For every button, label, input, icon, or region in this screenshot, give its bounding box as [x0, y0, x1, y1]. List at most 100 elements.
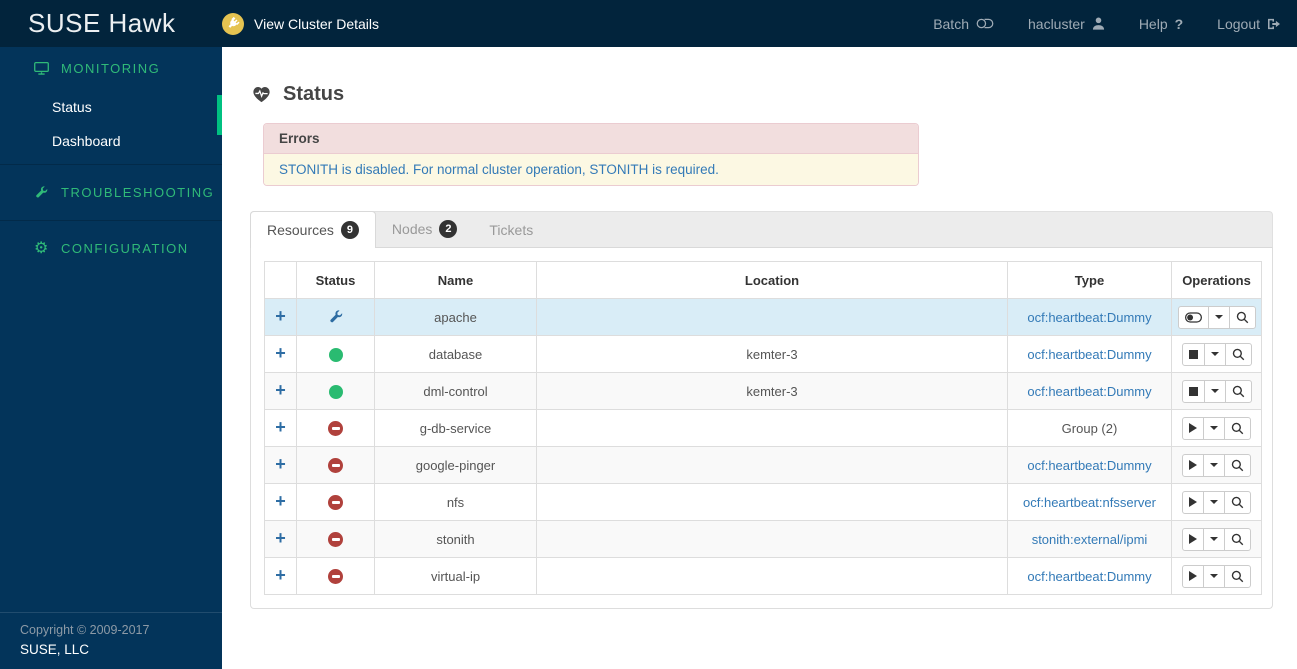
sidebar-item-monitoring[interactable]: MONITORING: [0, 47, 222, 90]
resource-location: kemter-3: [536, 335, 1008, 373]
dropdown-toggle-button[interactable]: [1203, 379, 1226, 403]
details-button[interactable]: [1224, 527, 1251, 551]
configuration-label: CONFIGURATION: [61, 241, 189, 256]
resource-name: database: [374, 335, 537, 373]
resource-action-button[interactable]: [1182, 490, 1204, 514]
tab-tickets[interactable]: Tickets: [473, 213, 549, 247]
details-button[interactable]: [1224, 564, 1251, 588]
sidebar-group-monitoring: MONITORING Status Dashboard: [0, 47, 222, 165]
monitoring-label: MONITORING: [61, 61, 161, 76]
operations-button-group: [1177, 305, 1256, 329]
caret-down-icon: [1210, 574, 1218, 578]
resource-type-link[interactable]: ocf:heartbeat:Dummy: [1027, 346, 1152, 362]
dropdown-toggle-button[interactable]: [1203, 564, 1225, 588]
resource-name: g-db-service: [374, 409, 537, 447]
details-button[interactable]: [1224, 453, 1251, 477]
sidebar-item-dashboard[interactable]: Dashboard: [52, 133, 121, 149]
troubleshooting-label: TROUBLESHOOTING: [61, 185, 215, 200]
expand-icon[interactable]: +: [275, 380, 286, 400]
resource-type-link[interactable]: ocf:heartbeat:Dummy: [1027, 457, 1152, 473]
dropdown-toggle-button[interactable]: [1203, 453, 1225, 477]
sidebar-item-troubleshooting[interactable]: TROUBLESHOOTING: [0, 171, 222, 214]
user-icon: [1092, 17, 1104, 30]
resource-name: virtual-ip: [374, 557, 537, 595]
resource-action-button[interactable]: [1182, 453, 1204, 477]
caret-down-icon: [1210, 537, 1218, 541]
help-button[interactable]: Help ?: [1139, 16, 1183, 32]
sidebar-item-status[interactable]: Status: [52, 99, 92, 115]
table-row: + virtual-ip ocf:heartbeat:Dummy: [264, 557, 1262, 595]
resource-type-link[interactable]: stonith:external/ipmi: [1031, 531, 1148, 547]
maintenance-toggle-icon: [1184, 311, 1202, 323]
table-row: + g-db-service Group (2): [264, 409, 1262, 447]
search-icon: [1231, 459, 1244, 471]
resource-action-button[interactable]: [1181, 342, 1205, 366]
resource-location: kemter-3: [536, 372, 1008, 410]
operations-button-group: [1181, 342, 1252, 366]
resource-name: stonith: [374, 520, 537, 558]
resource-type-link[interactable]: ocf:heartbeat:nfsserver: [1023, 494, 1156, 510]
details-button[interactable]: [1228, 305, 1256, 329]
stonith-warning-link[interactable]: STONITH is disabled. For normal cluster …: [279, 162, 719, 177]
resource-type-link[interactable]: ocf:heartbeat:Dummy: [1027, 383, 1152, 399]
expand-icon[interactable]: +: [275, 343, 286, 363]
operations-button-group: [1182, 490, 1251, 514]
resource-action-button[interactable]: [1181, 379, 1205, 403]
heart-pulse-icon: [253, 87, 270, 103]
batch-label: Batch: [933, 15, 969, 32]
resources-count-badge: 9: [340, 221, 359, 239]
tab-nodes-label: Nodes: [391, 221, 433, 237]
operations-button-group: [1182, 564, 1251, 588]
search-icon: [1232, 385, 1244, 397]
operations-button-group: [1181, 379, 1252, 403]
expand-icon[interactable]: +: [275, 491, 286, 511]
resource-location: [536, 409, 1008, 447]
dropdown-toggle-button[interactable]: [1203, 416, 1225, 440]
resource-type-link[interactable]: ocf:heartbeat:Dummy: [1027, 309, 1152, 325]
details-button[interactable]: [1224, 490, 1251, 514]
start-icon: [1189, 423, 1197, 433]
details-button[interactable]: [1224, 342, 1252, 366]
stopped-icon: [328, 532, 343, 548]
page-title-text: Status: [283, 83, 345, 105]
tab-nodes[interactable]: Nodes 2: [376, 211, 473, 247]
errors-panel-title: Errors: [264, 124, 918, 154]
tabs-container: Resources 9 Nodes 2 Tickets Sta: [250, 211, 1273, 609]
expand-icon[interactable]: +: [275, 417, 286, 437]
expand-icon[interactable]: +: [275, 565, 286, 585]
main-content: Status Errors STONITH is disabled. For n…: [222, 47, 1297, 669]
dropdown-toggle-button[interactable]: [1203, 342, 1226, 366]
expand-icon[interactable]: +: [275, 454, 286, 474]
details-button[interactable]: [1224, 416, 1251, 440]
logout-label: Logout: [1217, 15, 1260, 32]
resource-action-button[interactable]: [1182, 564, 1204, 588]
expand-icon[interactable]: +: [275, 306, 286, 326]
copyright-text: Copyright © 2009-2017: [20, 623, 150, 637]
gear-icon: ⚙: [34, 239, 50, 257]
wrench-icon: [36, 185, 48, 197]
resource-location: [536, 483, 1008, 521]
operations-column-header: Operations: [1171, 261, 1262, 299]
dropdown-toggle-button[interactable]: [1203, 527, 1225, 551]
type-column-header: Type: [1007, 261, 1172, 299]
batch-button[interactable]: Batch: [933, 16, 994, 32]
sidebar-item-configuration[interactable]: ⚙ CONFIGURATION: [0, 227, 222, 270]
dropdown-toggle-button[interactable]: [1203, 490, 1225, 514]
status-column-header: Status: [296, 261, 375, 299]
stopped-icon: [328, 458, 343, 474]
active-item-indicator: [217, 95, 222, 135]
resource-action-button[interactable]: [1177, 305, 1209, 329]
details-button[interactable]: [1224, 379, 1252, 403]
resource-type-link[interactable]: ocf:heartbeat:Dummy: [1027, 568, 1152, 584]
view-cluster-details-button[interactable]: View Cluster Details: [222, 12, 379, 35]
dropdown-toggle-button[interactable]: [1207, 305, 1230, 329]
resource-action-button[interactable]: [1182, 527, 1204, 551]
tab-resources[interactable]: Resources 9: [250, 211, 376, 248]
stopped-icon: [328, 495, 343, 511]
caret-down-icon: [1210, 389, 1219, 393]
resource-name: google-pinger: [374, 446, 537, 484]
resource-action-button[interactable]: [1182, 416, 1204, 440]
expand-icon[interactable]: +: [275, 528, 286, 548]
user-menu[interactable]: hacluster: [1028, 16, 1105, 32]
logout-button[interactable]: Logout: [1217, 16, 1281, 32]
